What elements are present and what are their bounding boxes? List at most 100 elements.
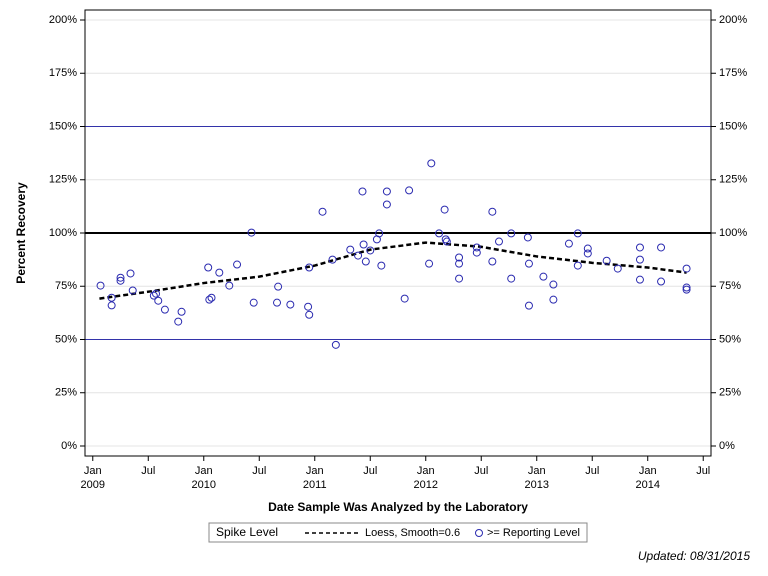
data-point [225,281,234,290]
y-tick-label: 50% [55,333,77,345]
data-point [472,243,481,252]
data-point [488,257,497,266]
x-tick-label: Jul [474,465,488,477]
data-point [635,275,644,284]
y-tick-label: 125% [49,174,77,186]
y2-tick-label: 125% [719,174,747,186]
data-point [328,255,337,264]
y-tick-label: 150% [49,120,77,132]
y-tick-label: 75% [55,280,77,292]
data-point [149,291,158,300]
y-tick-label: 200% [49,14,77,26]
y2-tick-label: 150% [719,120,747,132]
legend-title: Spike Level [216,525,278,539]
data-point [107,301,116,310]
data-point [440,205,449,214]
data-point [682,285,691,294]
data-point [583,244,592,253]
x-tick-year-label: 2012 [414,479,438,491]
data-point [152,289,161,298]
data-point [128,286,137,295]
data-point [305,310,314,319]
data-point [331,340,340,349]
y-tick-label: 100% [49,227,77,239]
legend-label: Loess, Smooth=0.6 [365,527,460,539]
data-point [304,302,313,311]
x-tick-year-label: 2011 [303,479,327,491]
legend-label: >= Reporting Level [487,527,580,539]
y-tick-label: 175% [49,67,77,79]
x-tick-label: Jan [528,465,546,477]
data-point [400,294,409,303]
data-point [488,207,497,216]
x-tick-year-label: 2009 [81,479,105,491]
plot-frame [84,9,712,457]
data-point [524,259,533,268]
data-point [273,298,282,307]
data-point [177,307,186,316]
data-point [346,245,355,254]
data-point [583,249,592,258]
data-point [657,243,666,252]
x-tick-label: Jan [639,465,657,477]
data-point [126,269,135,278]
data-point [472,248,481,257]
data-point [425,259,434,268]
data-point [116,273,125,282]
y-tick-label: 0% [61,440,77,452]
x-tick-label: Jul [363,465,377,477]
y2-tick-label: 75% [719,280,741,292]
data-point [154,296,163,305]
data-point [507,229,516,238]
x-tick-year-label: 2014 [635,479,659,491]
x-tick-label: Jul [585,465,599,477]
data-point [405,186,414,195]
data-point [215,268,224,277]
data-point [564,239,573,248]
data-point [204,263,213,272]
data-point [247,228,256,237]
data-point [635,255,644,264]
y2-tick-label: 50% [719,333,741,345]
x-axis-title: Date Sample Was Analyzed by the Laborato… [268,500,528,514]
data-point [549,280,558,289]
data-point [174,317,183,326]
data-point [495,237,504,246]
data-point [354,251,363,260]
data-point [382,200,391,209]
data-point [573,229,582,238]
y-tick-label: 25% [55,387,77,399]
data-point [207,293,216,302]
data-point [377,261,386,270]
y2-tick-label: 175% [719,67,747,79]
data-point [507,274,516,283]
data-point [682,264,691,273]
data-point [286,300,295,309]
x-tick-label: Jan [417,465,435,477]
data-point [573,261,582,270]
footer: Updated: 08/31/2015 [638,549,750,563]
data-point [96,281,105,290]
data-point [359,240,368,249]
y2-tick-label: 100% [719,227,747,239]
data-point [107,293,116,302]
x-tick-label: Jul [141,465,155,477]
data-point [442,237,451,246]
x-tick-label: Jan [306,465,324,477]
data-point [233,260,242,269]
legend-swatch [475,529,483,537]
x-tick-label: Jan [84,465,102,477]
data-point [358,187,367,196]
data-point [455,259,464,268]
data-point [435,229,444,238]
data-point [682,283,691,292]
data-point [375,229,384,238]
x-tick-label: Jan [195,465,213,477]
data-point [249,298,258,307]
data-point [205,295,214,304]
y-axis-title: Percent Recovery [14,182,28,284]
data-point [602,256,611,265]
data-point [539,272,548,281]
